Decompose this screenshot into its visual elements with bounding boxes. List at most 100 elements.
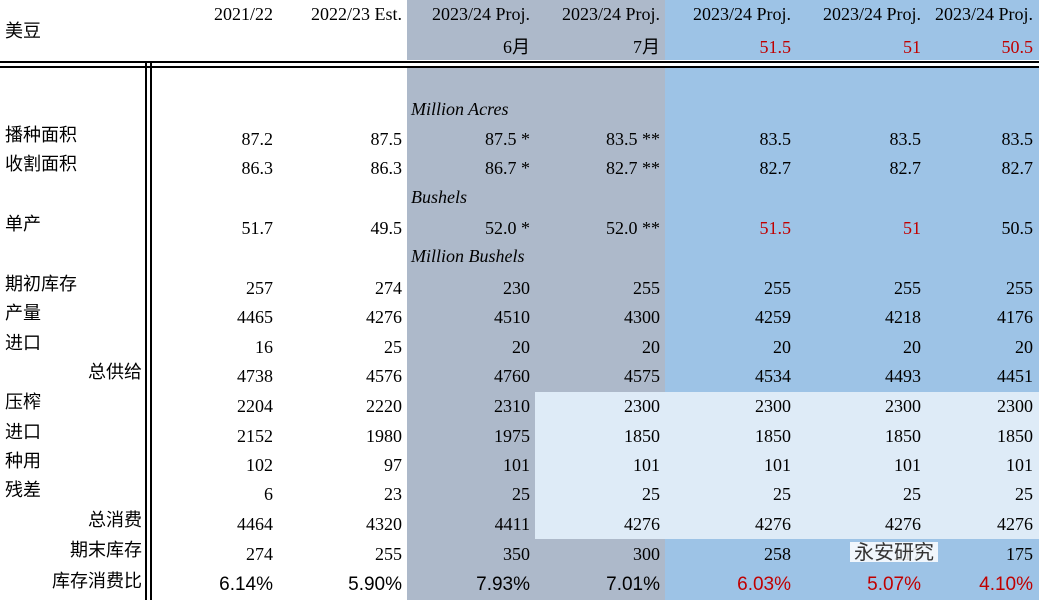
cell: 1850 (885, 426, 921, 446)
cell: 97 (384, 455, 402, 475)
cell: 82.7 (1001, 158, 1034, 178)
cell: 4464 (237, 514, 273, 534)
cell: 82.7 (889, 158, 922, 178)
cell: 2300 (755, 396, 791, 416)
cell: 83.5 ** (606, 129, 660, 149)
row-label: 进口 (5, 333, 41, 353)
cell: 2204 (237, 396, 273, 416)
cell: 257 (246, 278, 273, 298)
cell: 4465 (237, 307, 273, 327)
cell: 86.7 * (485, 158, 530, 178)
column-header: 2023/24 Proj. (431, 4, 530, 24)
cell: 4576 (366, 366, 402, 386)
cell: 101 (633, 455, 660, 475)
cell: 51.5 (759, 218, 792, 238)
cell: 4276 (755, 514, 791, 534)
rule (145, 62, 147, 600)
cell: 25 (384, 337, 402, 357)
cell: 4300 (624, 307, 660, 327)
unit-label: Million Acres (411, 99, 509, 119)
row-label: 种用 (5, 451, 41, 471)
column-subheader: 51.5 (759, 37, 792, 57)
cell: 82.7 ** (606, 158, 660, 178)
rule (0, 66, 1039, 68)
cell: 86.3 (370, 158, 403, 178)
cell: 4.10% (979, 574, 1033, 595)
cell: 2310 (494, 396, 530, 416)
cell: 1850 (624, 426, 660, 446)
cell: 83.5 (889, 129, 922, 149)
cell: 25 (642, 484, 660, 504)
row-label: 期初库存 (5, 274, 77, 294)
row-label: 收割面积 (5, 154, 77, 174)
column-header: 2023/24 Proj. (822, 4, 921, 24)
cell: 6.14% (219, 574, 273, 595)
cell: 83.5 (759, 129, 792, 149)
cell: 1980 (366, 426, 402, 446)
cell: 25 (1015, 484, 1033, 504)
shade-light (535, 392, 1039, 539)
cell: 4276 (885, 514, 921, 534)
cell: 51.7 (241, 218, 274, 238)
cell: 52.0 * (485, 218, 530, 238)
column-subheader: 50.5 (1001, 37, 1034, 57)
cell: 82.7 (759, 158, 792, 178)
cell: 274 (246, 544, 273, 564)
row-label: 进口 (5, 422, 41, 442)
cell: 4320 (366, 514, 402, 534)
column-header: 2023/24 Proj. (934, 4, 1033, 24)
column-header: 2023/24 Proj. (692, 4, 791, 24)
cell: 20 (903, 337, 921, 357)
rule (150, 62, 152, 600)
cell: 25 (773, 484, 791, 504)
cell: 87.2 (241, 129, 274, 149)
cell: 5.07% (867, 574, 921, 595)
cell: 87.5 * (485, 129, 530, 149)
cell: 49.5 (370, 218, 403, 238)
cell: 25 (512, 484, 530, 504)
rule (0, 61, 1039, 63)
cell: 20 (642, 337, 660, 357)
cell: 255 (633, 278, 660, 298)
cell: 300 (633, 544, 660, 564)
cell: 101 (503, 455, 530, 475)
unit-label: Bushels (411, 187, 467, 207)
row-label: 期末库存 (70, 540, 142, 560)
cell: 4276 (997, 514, 1033, 534)
cell: 6.03% (737, 574, 791, 595)
cell: 86.3 (241, 158, 274, 178)
cell: 255 (764, 278, 791, 298)
cell: 101 (1006, 455, 1033, 475)
cell: 2300 (997, 396, 1033, 416)
cell: 4493 (885, 366, 921, 386)
cell: 87.5 (370, 129, 403, 149)
cell: 52.0 ** (606, 218, 660, 238)
cell: 4176 (997, 307, 1033, 327)
cell: 7.01% (606, 574, 660, 595)
cell: 4510 (494, 307, 530, 327)
column-header: 2022/23 Est. (310, 4, 402, 24)
cell: 4451 (997, 366, 1033, 386)
row-label: 总消费 (88, 510, 142, 530)
column-header: 2023/24 Proj. (561, 4, 660, 24)
cell: 4259 (755, 307, 791, 327)
header-gap (0, 60, 1039, 68)
cell: 4276 (366, 307, 402, 327)
row-label: 产量 (5, 303, 41, 323)
cell: 102 (246, 455, 273, 475)
cell: 4218 (885, 307, 921, 327)
cell: 2220 (366, 396, 402, 416)
row-label: 残差 (5, 480, 41, 500)
cell: 2152 (237, 426, 273, 446)
cell: 25 (903, 484, 921, 504)
cell: 23 (384, 484, 402, 504)
cell: 1850 (755, 426, 791, 446)
cell: 2300 (885, 396, 921, 416)
cell: 50.5 (1001, 218, 1034, 238)
cell: 350 (503, 544, 530, 564)
column-header: 2021/22 (213, 4, 273, 24)
cell: 20 (773, 337, 791, 357)
cell: 7.93% (476, 574, 530, 595)
cell: 258 (764, 544, 791, 564)
cell: 255 (894, 278, 921, 298)
